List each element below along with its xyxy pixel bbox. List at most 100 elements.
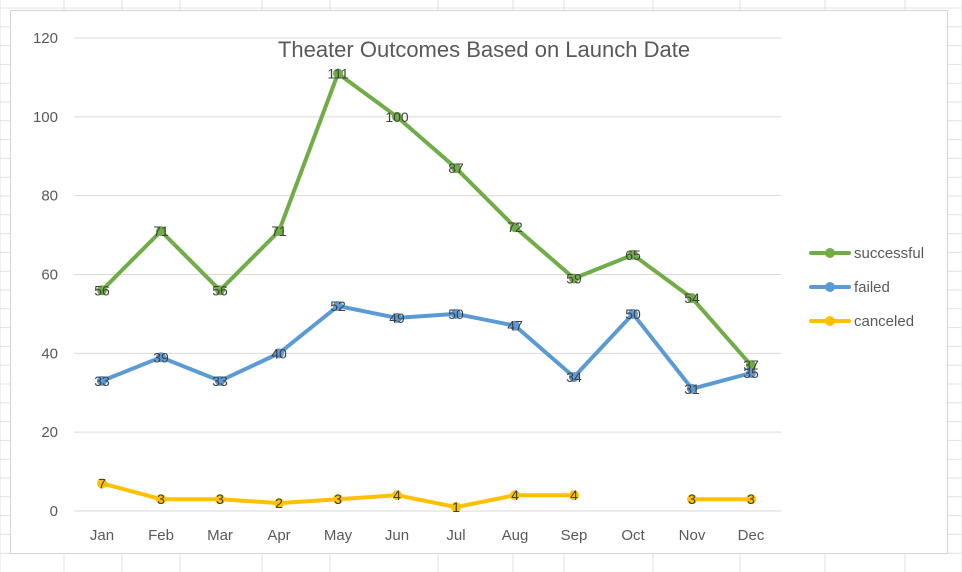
y-tick-label: 40 xyxy=(41,345,58,362)
data-label-failed: 52 xyxy=(330,298,346,314)
line-chart: 0 20 40 60 80 100 120 Jan Feb Mar Apr May Jun Jul Aug… xyxy=(33,30,924,544)
y-tick-label: 120 xyxy=(33,30,58,47)
data-label-failed: 33 xyxy=(212,373,228,389)
x-tick-label: May xyxy=(324,527,353,544)
y-tick-label: 60 xyxy=(41,267,58,284)
data-label-successful: 111 xyxy=(327,65,348,81)
data-point-failed xyxy=(156,352,166,363)
series-line-successful xyxy=(100,71,753,368)
data-point-successful xyxy=(687,293,697,304)
data-label-canceled: 2 xyxy=(275,495,283,511)
y-tick-label: 100 xyxy=(33,109,58,126)
x-tick-label: Feb xyxy=(148,527,174,544)
data-point-canceled xyxy=(333,494,343,505)
data-label-canceled: 3 xyxy=(157,491,165,507)
data-point-successful xyxy=(392,111,402,122)
data-point-failed xyxy=(333,301,343,312)
data-point-successful xyxy=(746,360,756,371)
data-point-canceled xyxy=(510,490,520,501)
data-label-successful: 54 xyxy=(684,290,700,306)
data-label-successful: 87 xyxy=(448,160,464,176)
x-tick-label: Oct xyxy=(621,527,645,544)
data-label-successful: 56 xyxy=(212,282,228,298)
x-axis: Jan Feb Mar Apr May Jun Jul Aug Sep Oct Nov Dec xyxy=(90,527,765,544)
data-point-failed xyxy=(746,368,756,379)
data-label-failed: 35 xyxy=(743,365,759,381)
data-point-successful xyxy=(333,68,343,79)
data-point-failed xyxy=(569,371,579,382)
y-axis: 0 20 40 60 80 100 120 xyxy=(33,30,58,520)
x-tick-label: Mar xyxy=(207,527,233,544)
data-point-canceled xyxy=(392,490,402,501)
data-point-successful xyxy=(628,249,638,260)
data-point-canceled xyxy=(215,494,225,505)
data-point-canceled xyxy=(97,478,107,489)
legend: successful failed canceled xyxy=(809,245,924,330)
chart-title: Theater Outcomes Based on Launch Date xyxy=(278,37,690,62)
data-point-successful xyxy=(451,163,461,174)
data-point-failed xyxy=(510,320,520,331)
data-point-canceled xyxy=(156,494,166,505)
legend-entry-successful: successful xyxy=(854,245,924,262)
data-point-successful xyxy=(97,285,107,296)
x-tick-label: Apr xyxy=(267,527,290,544)
data-point-successful xyxy=(215,285,225,296)
data-label-canceled: 3 xyxy=(688,491,696,507)
data-label-successful: 71 xyxy=(271,223,287,239)
data-label-canceled: 4 xyxy=(570,487,578,503)
chart-area[interactable]: 0 20 40 60 80 100 120 Jan Feb Mar Apr May Jun Jul Aug… xyxy=(10,10,948,554)
legend-entry-failed: failed xyxy=(854,279,890,296)
series-line-failed xyxy=(100,304,753,391)
legend-marker xyxy=(825,282,835,292)
y-tick-label: 20 xyxy=(41,424,58,441)
data-point-canceled xyxy=(569,490,579,501)
x-tick-label: Jun xyxy=(385,527,409,544)
data-point-failed xyxy=(97,375,107,386)
x-tick-label: Aug xyxy=(502,527,529,544)
data-label-successful: 71 xyxy=(153,223,169,239)
data-label-canceled: 4 xyxy=(511,487,519,503)
data-point-failed xyxy=(392,312,402,323)
data-label-failed: 31 xyxy=(684,381,700,397)
data-label-successful: 65 xyxy=(625,247,641,263)
data-label-canceled: 3 xyxy=(216,491,224,507)
data-point-failed xyxy=(215,375,225,386)
series-layer xyxy=(97,68,756,513)
data-point-successful xyxy=(274,226,284,237)
legend-entry-canceled: canceled xyxy=(854,313,914,330)
data-label-failed: 50 xyxy=(625,306,641,322)
legend-marker xyxy=(825,248,835,258)
data-label-successful: 100 xyxy=(385,109,409,125)
data-point-canceled xyxy=(687,494,697,505)
x-tick-label: Sep xyxy=(561,527,588,544)
data-label-canceled: 1 xyxy=(452,499,460,515)
data-label-failed: 33 xyxy=(94,373,110,389)
data-label-failed: 40 xyxy=(271,345,287,361)
x-tick-label: Dec xyxy=(738,527,765,544)
data-point-canceled xyxy=(274,498,284,509)
y-tick-label: 0 xyxy=(50,503,58,520)
x-tick-label: Nov xyxy=(679,527,706,544)
data-label-failed: 47 xyxy=(507,318,523,334)
data-label-failed: 50 xyxy=(448,306,464,322)
gridlines xyxy=(74,37,781,512)
data-label-failed: 39 xyxy=(153,349,169,365)
x-tick-label: Jul xyxy=(446,527,465,544)
data-label-successful: 56 xyxy=(94,282,110,298)
data-label-canceled: 7 xyxy=(98,475,106,491)
data-point-successful xyxy=(510,222,520,233)
legend-marker xyxy=(825,316,835,326)
data-point-failed xyxy=(274,348,284,359)
data-point-failed xyxy=(687,383,697,394)
data-label-successful: 59 xyxy=(566,270,582,286)
data-point-canceled xyxy=(746,494,756,505)
data-label-canceled: 4 xyxy=(393,487,401,503)
data-point-failed xyxy=(628,308,638,319)
data-point-failed xyxy=(451,308,461,319)
data-point-canceled xyxy=(451,502,461,513)
data-point-successful xyxy=(156,226,166,237)
data-label-successful: 37 xyxy=(743,357,759,373)
data-label-canceled: 3 xyxy=(747,491,755,507)
data-label-failed: 34 xyxy=(566,369,582,385)
